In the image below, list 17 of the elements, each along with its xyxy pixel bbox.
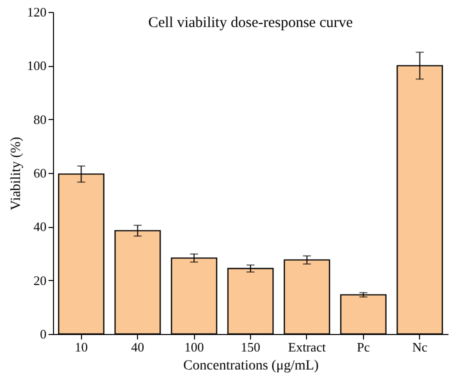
x-tick-label: 10 — [74, 340, 88, 354]
y-tick-label: 80 — [34, 112, 46, 127]
x-tick-label: Pc — [356, 340, 370, 354]
y-tick-label: 0 — [40, 326, 46, 342]
x-tick-label: Extract — [288, 340, 326, 354]
y-tick-label: 40 — [34, 219, 46, 234]
x-axis-title: Concentrations (μg/mL) — [183, 358, 320, 374]
chart-title: Cell viability dose-response curve — [148, 15, 354, 31]
x-tick-label: 150 — [240, 340, 260, 354]
x-tick-label: 100 — [184, 340, 204, 354]
x-tick-label: 40 — [131, 340, 144, 354]
y-tick-label: 120 — [27, 4, 46, 20]
y-tick-label: 60 — [34, 166, 46, 180]
y-tick-label: 20 — [34, 272, 46, 288]
x-tick-label: Nc — [412, 340, 428, 354]
y-tick-label: 100 — [27, 58, 46, 74]
y-axis-title: Viability (%) — [9, 136, 24, 210]
